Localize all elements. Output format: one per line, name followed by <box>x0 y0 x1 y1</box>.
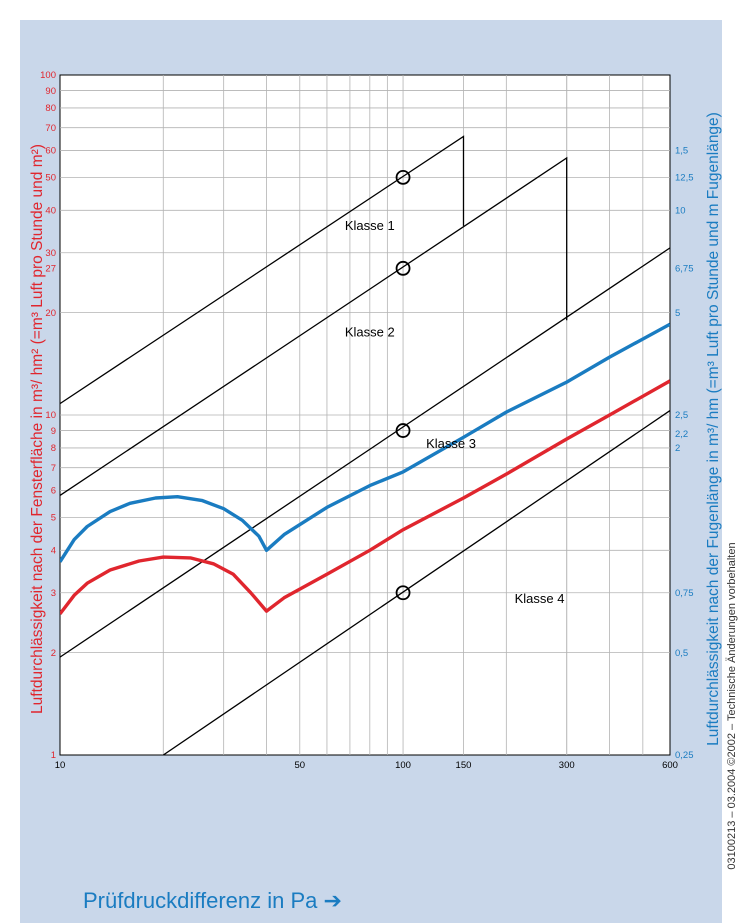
reference-point <box>395 423 411 438</box>
y-tick-label-left: 27 <box>45 264 56 275</box>
y-tick-label-right: 6,75 <box>675 264 694 275</box>
y-tick-label-right: 5 <box>675 308 680 319</box>
y-tick-label-left: 7 <box>51 463 56 474</box>
class-label: Klasse 2 <box>345 325 395 340</box>
x-tick-label: 150 <box>456 760 472 771</box>
y-tick-label-left: 1 <box>51 750 56 761</box>
class-label: Klasse 1 <box>345 218 395 233</box>
y-tick-label-left: 5 <box>51 513 56 524</box>
reference-point <box>395 260 411 276</box>
series-line-2 <box>60 379 670 615</box>
y-tick-label-left: 2 <box>51 648 56 659</box>
series-line-1 <box>60 322 670 563</box>
y-tick-label-left: 40 <box>45 205 56 216</box>
y-tick-label-right: 12,5 <box>675 173 694 184</box>
y-tick-label-left: 4 <box>51 545 56 556</box>
reference-point <box>395 585 411 601</box>
y-axis-label-left: Luftdurchlässigkeit nach der Fensterfläc… <box>29 144 46 714</box>
y-tick-labels-right: 0,25 0,5 0,75 2 2,2 2,5 5 6,75 10 12,5 1,5 <box>675 146 694 762</box>
class-line-klasse-3 <box>60 247 670 658</box>
y-tick-label-right: 0,75 <box>675 588 694 599</box>
x-axis-label: Prüfdruckdifferenz in Pa ➔ <box>83 888 342 913</box>
grid <box>60 75 670 755</box>
y-tick-label-left: 8 <box>51 443 56 454</box>
y-tick-label-left: 70 <box>45 123 56 134</box>
y-tick-label-right: 10 <box>675 205 686 216</box>
class-lines <box>60 135 670 755</box>
y-tick-label-left: 100 <box>40 70 56 81</box>
y-tick-label-right: 1,5 <box>675 146 688 157</box>
y-tick-label-left: 3 <box>51 588 56 599</box>
class-label: Klasse 4 <box>515 591 565 606</box>
y-tick-label-left: 60 <box>45 146 56 157</box>
y-tick-label-right: 0,5 <box>675 648 688 659</box>
class-line-klasse-4 <box>162 410 670 755</box>
x-tick-label: 100 <box>395 760 411 771</box>
x-tick-label: 600 <box>662 760 678 771</box>
class-line-klasse-2 <box>60 156 568 496</box>
x-tick-label: 300 <box>559 760 575 771</box>
class-label: Klasse 3 <box>426 436 476 451</box>
y-tick-label-left: 80 <box>45 103 56 114</box>
y-tick-label-right: 2,5 <box>675 410 688 421</box>
reference-point <box>395 169 411 185</box>
class-line-klasse-1 <box>60 135 465 405</box>
y-tick-label-right: 2,2 <box>675 429 688 440</box>
y-tick-label-left: 6 <box>51 486 56 497</box>
x-tick-labels: 10 50 100 150 300 600 <box>55 760 678 771</box>
y-tick-label-left: 90 <box>45 86 56 97</box>
y-tick-label-left: 9 <box>51 426 56 437</box>
side-note: 03100213 – 03.2004 ©2002 – Technische Än… <box>726 542 738 870</box>
y-tick-label-right: 0,25 <box>675 750 694 761</box>
y-tick-label-left: 20 <box>45 308 56 319</box>
reference-points <box>395 169 411 601</box>
y-tick-label-left: 50 <box>45 173 56 184</box>
y-tick-label-left: 30 <box>45 248 56 259</box>
y-tick-label-right: 2 <box>675 443 680 454</box>
y-axis-label-right: Luftdurchlässigkeit nach der Fugenlänge … <box>705 112 722 746</box>
x-tick-label: 10 <box>55 760 66 771</box>
class-labels: Klasse 1 Klasse 2 Klasse 3 Klasse 4 <box>345 218 565 606</box>
y-tick-labels-left: 1 2 3 4 5 6 7 8 9 10 20 27 30 40 50 60 70 80 90 100 <box>40 70 56 761</box>
series-lines <box>60 322 670 615</box>
x-tick-label: 50 <box>294 760 305 771</box>
y-tick-label-left: 10 <box>45 410 56 421</box>
